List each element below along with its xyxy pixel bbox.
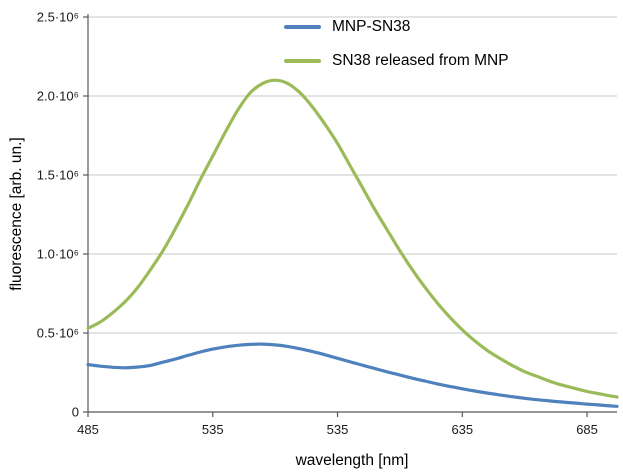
y-tick-label: 0.5·10⁶: [37, 326, 79, 341]
y-tick-label: 2.0·10⁶: [37, 89, 79, 104]
x-tick-label: 685: [576, 422, 598, 437]
legend-label-sn38-released: SN38 released from MNP: [332, 51, 509, 69]
x-tick-label: 485: [77, 422, 99, 437]
y-tick-label: 0: [72, 405, 79, 420]
legend-label-mnp-sn38: MNP-SN38: [332, 17, 411, 35]
legend-item-mnp-sn38: MNP-SN38: [284, 16, 509, 37]
x-axis-title: wavelength [nm]: [295, 452, 409, 469]
series-line-mnp-sn38: [86, 342, 619, 408]
y-tick-label: 1.5·10⁶: [37, 168, 79, 183]
legend-swatch-sn38-released: [284, 58, 321, 63]
y-tick-label: 2.5·10⁶: [37, 10, 79, 25]
x-tick-label: 635: [451, 422, 473, 437]
x-tick-label: 535: [202, 422, 224, 437]
legend-swatch-mnp-sn38: [284, 24, 321, 29]
y-axis-title: fluorescence [arb. un.]: [8, 137, 25, 291]
legend-item-sn38-released: SN38 released from MNP: [284, 50, 509, 71]
x-tick-label: 535: [327, 422, 349, 437]
chart-legend: MNP-SN38 SN38 released from MNP: [284, 16, 509, 71]
y-tick-label: 1.0·10⁶: [37, 247, 79, 262]
series-line-sn38-released-from-mnp: [86, 78, 619, 399]
